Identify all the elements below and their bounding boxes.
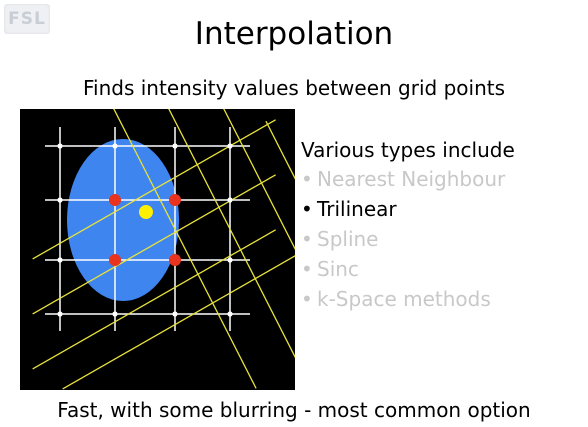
- rotated-grid-line: [223, 109, 295, 251]
- list-item: • Trilinear: [301, 194, 515, 224]
- diagram-canvas: [20, 109, 295, 390]
- types-list: • Nearest Neighbour • Trilinear • Spline • S…: [301, 164, 515, 314]
- neighbour-point: [109, 254, 121, 266]
- interpolation-types: Various types include • Nearest Neighbour…: [301, 136, 515, 314]
- types-heading: Various types include: [301, 138, 515, 162]
- bullet-icon: •: [301, 167, 313, 191]
- neighbour-point: [169, 254, 181, 266]
- list-item-label: Trilinear: [317, 197, 397, 221]
- bullet-icon: •: [301, 227, 313, 251]
- rotated-grid-line: [32, 229, 276, 370]
- bullet-icon: •: [301, 197, 313, 221]
- bullet-icon: •: [301, 287, 313, 311]
- grid-node: [57, 311, 63, 317]
- slide-subtitle: Finds intensity values between grid poin…: [82, 76, 506, 100]
- grid-node: [227, 197, 233, 203]
- interpolation-diagram: [20, 109, 295, 390]
- list-item: • Spline: [301, 224, 515, 254]
- slide-title: Interpolation: [194, 16, 394, 52]
- grid-node: [227, 143, 233, 149]
- rotated-grid: [32, 109, 295, 390]
- sample-point: [139, 205, 153, 219]
- list-item-label: Sinc: [317, 257, 359, 281]
- grid-node: [112, 143, 118, 149]
- grid-node: [172, 143, 178, 149]
- list-item-label: Spline: [317, 227, 379, 251]
- grid-node: [57, 257, 63, 263]
- grid-node: [227, 311, 233, 317]
- logo-text: FSL: [8, 9, 46, 29]
- neighbour-point: [169, 194, 181, 206]
- list-item: • Nearest Neighbour: [301, 164, 515, 194]
- rotated-grid-line: [32, 174, 276, 315]
- image-ellipse: [67, 139, 179, 301]
- grid-points: [57, 143, 233, 317]
- list-item: • Sinc: [301, 254, 515, 284]
- grid-node: [112, 311, 118, 317]
- grid-node: [57, 143, 63, 149]
- white-grid: [45, 127, 250, 331]
- rotated-grid-line: [62, 255, 295, 390]
- grid-node: [227, 257, 233, 263]
- neighbour-point: [109, 194, 121, 206]
- rotated-grid-line: [265, 120, 295, 180]
- rotated-grid-line: [168, 109, 295, 359]
- list-item-label: k-Space methods: [317, 287, 491, 311]
- list-item: • k-Space methods: [301, 284, 515, 314]
- grid-node: [57, 197, 63, 203]
- list-item-label: Nearest Neighbour: [317, 167, 506, 191]
- grid-node: [172, 311, 178, 317]
- bullet-icon: •: [301, 257, 313, 281]
- slide-footer: Fast, with some blurring - most common o…: [57, 398, 531, 422]
- rotated-grid-line: [113, 109, 257, 389]
- fsl-logo: FSL: [4, 4, 50, 34]
